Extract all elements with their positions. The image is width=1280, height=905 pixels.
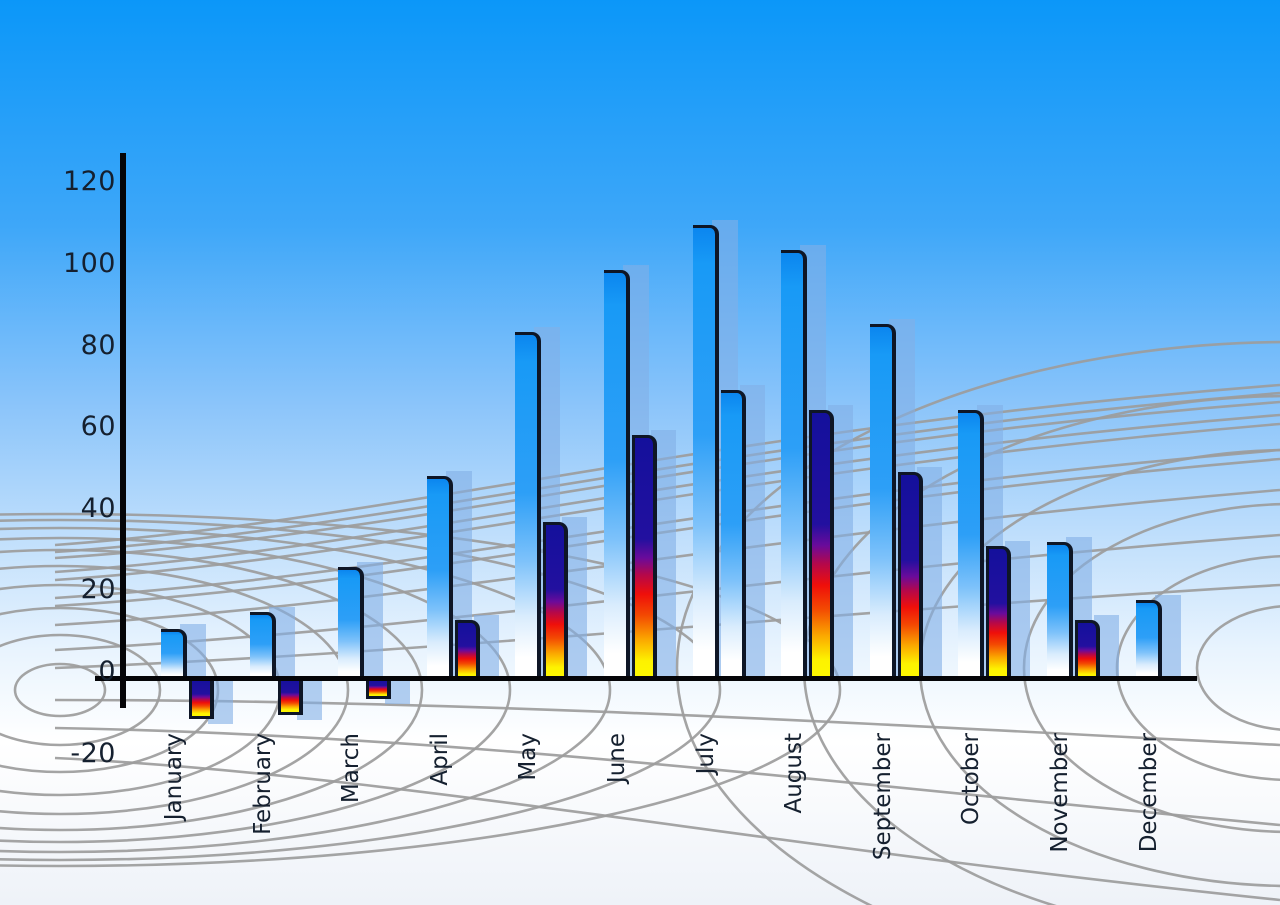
y-tick-label-80: 80 — [80, 330, 116, 361]
bar-primary-March — [338, 567, 365, 678]
bar-primary-August — [781, 250, 808, 678]
month-label-June: June — [604, 733, 630, 784]
bar-secondary-June — [632, 435, 657, 678]
month-label-July: July — [693, 733, 719, 775]
y-tick-label-120: 120 — [62, 166, 116, 197]
month-label-August: August — [781, 733, 807, 814]
y-tick-label--20: -20 — [70, 738, 116, 769]
bar-primary-November — [1047, 542, 1073, 678]
bar-secondary-May — [543, 522, 569, 678]
bar-primary-October — [958, 410, 985, 678]
y-tick-label-40: 40 — [80, 493, 116, 524]
y-tick-label-20: 20 — [80, 574, 116, 605]
month-label-March: March — [338, 733, 364, 804]
y-tick-label-60: 60 — [80, 411, 116, 442]
y-tick-label-100: 100 — [62, 248, 116, 279]
bar-primary-June — [604, 270, 630, 678]
bar-primary-April — [426, 476, 453, 678]
month-label-February: February — [250, 733, 276, 835]
bar-secondary-February — [277, 678, 303, 715]
bar-secondary-July — [720, 390, 746, 678]
bar-secondary-October — [986, 546, 1012, 678]
bar-secondary-April — [454, 620, 480, 678]
x-axis-baseline — [95, 676, 1197, 681]
bar-primary-January — [161, 629, 187, 678]
month-label-September: September — [870, 733, 896, 861]
month-label-January: January — [161, 733, 187, 821]
y-axis-line — [120, 153, 126, 708]
month-label-October: October — [958, 733, 984, 826]
bar-secondary-August — [809, 410, 835, 678]
month-label-December: December — [1136, 733, 1162, 853]
bar-secondary-September — [897, 472, 923, 678]
bar2-shadow-March — [385, 681, 411, 704]
bar-primary-December — [1135, 600, 1162, 678]
month-label-May: May — [515, 733, 541, 781]
month-label-April: April — [427, 733, 453, 786]
month-label-November: November — [1047, 733, 1073, 853]
bar-primary-May — [515, 332, 542, 678]
bar-primary-February — [249, 612, 276, 678]
y-tick-label-0: 0 — [98, 656, 116, 687]
bar-primary-July — [692, 225, 719, 678]
bar-secondary-January — [189, 678, 214, 719]
bar-primary-September — [869, 324, 896, 678]
bar-secondary-March — [366, 678, 392, 699]
bar-secondary-November — [1075, 620, 1100, 678]
